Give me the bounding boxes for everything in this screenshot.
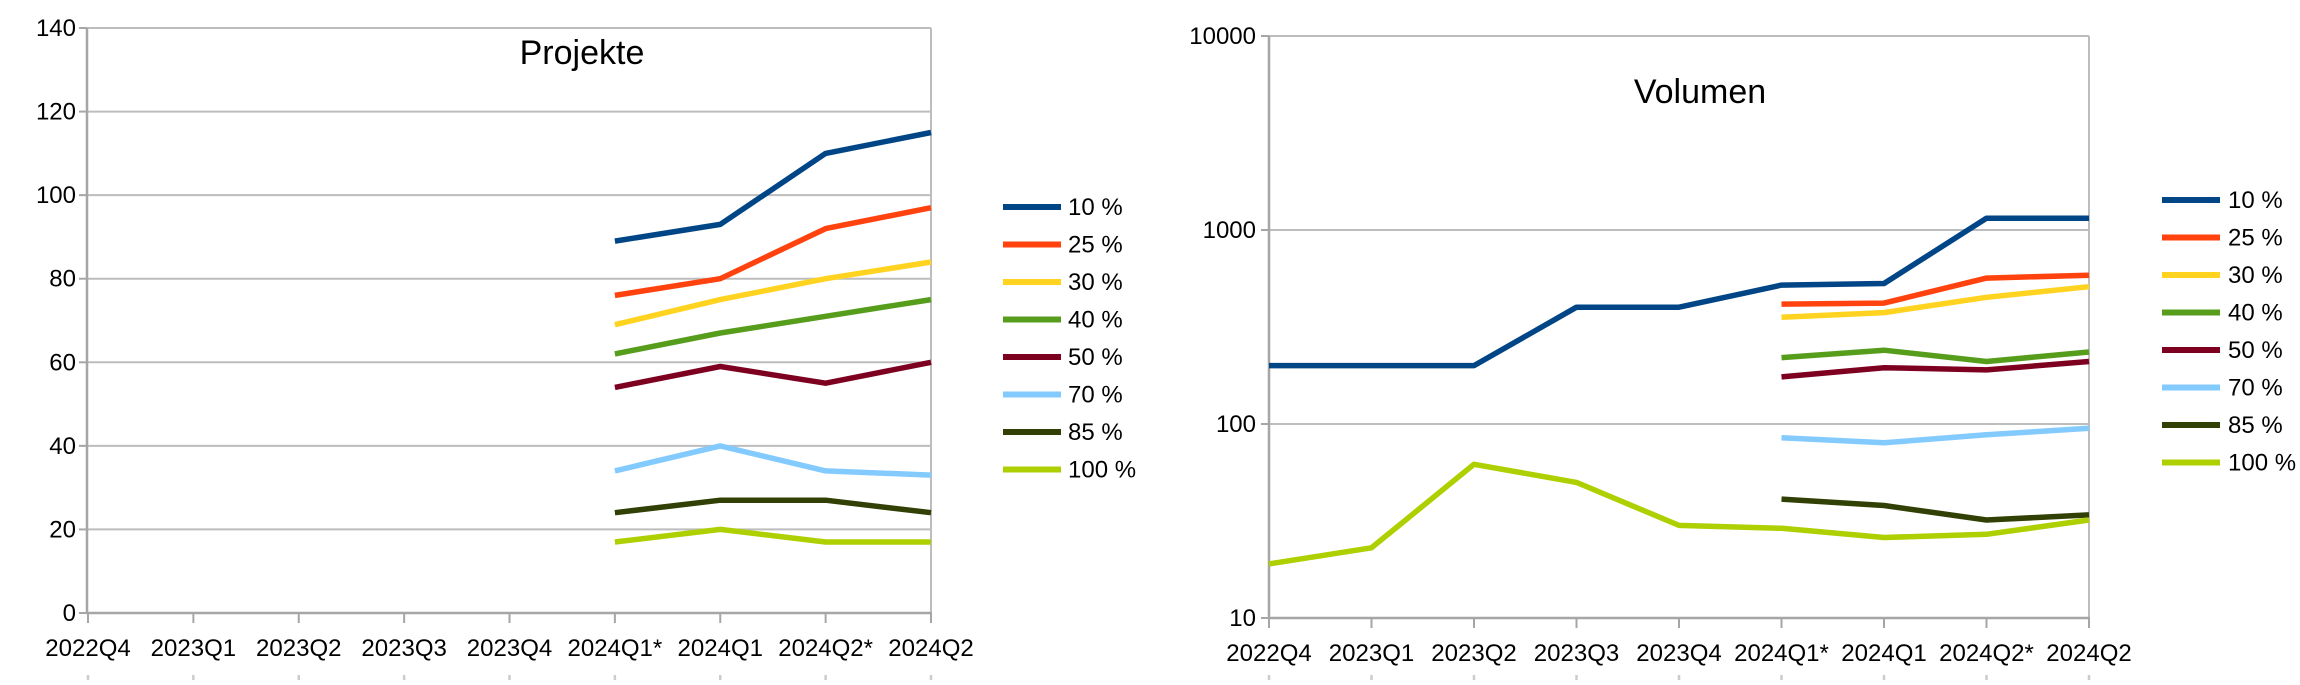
series-line-70% xyxy=(614,443,932,478)
x-tick-label: 2023Q1 xyxy=(151,635,236,662)
y-tick-label: 80 xyxy=(49,266,76,293)
series-line-40% xyxy=(1781,347,2090,365)
series-line-10% xyxy=(1269,215,2089,369)
series-line-30% xyxy=(1781,283,2090,321)
series-line-50% xyxy=(614,359,932,391)
x-tick-label: 2024Q1 xyxy=(678,635,763,662)
series-line-85% xyxy=(614,497,932,516)
y-tick-label: 0 xyxy=(63,600,76,627)
legend-label: 30 % xyxy=(2228,262,2283,289)
y-tick-label: 60 xyxy=(49,349,76,376)
x-tick-label: 2023Q1 xyxy=(1329,640,1414,667)
series-line-100% xyxy=(614,526,931,545)
legend-label: 85 % xyxy=(2228,412,2283,439)
y-tick-label: 100 xyxy=(36,182,76,209)
x-tick-label: 2024Q2 xyxy=(888,635,973,662)
series-line-50% xyxy=(1781,358,2090,380)
y-tick-label: 120 xyxy=(36,99,76,126)
y-tick-label: 1000 xyxy=(1203,217,1256,244)
legend-item: 40 % xyxy=(1003,307,1123,334)
x-tick-label: 2024Q2 xyxy=(2046,640,2131,667)
y-tick-label: 40 xyxy=(49,433,76,460)
series-line-25% xyxy=(1781,272,2090,307)
legend-item: 50 % xyxy=(1003,344,1123,371)
legend-item: 10 % xyxy=(1003,194,1123,221)
x-tick-label: 2023Q4 xyxy=(1636,640,1721,667)
y-tick-label: 10 xyxy=(1229,605,1256,632)
x-tick-label: 2024Q1* xyxy=(1734,640,1829,667)
legend-label: 40 % xyxy=(1068,307,1123,334)
x-tick-label: 2023Q3 xyxy=(361,635,446,662)
legend-label: 40 % xyxy=(2228,300,2283,327)
legend-label: 100 % xyxy=(2228,450,2296,477)
series-line-40% xyxy=(614,296,932,357)
legend-item: 70 % xyxy=(1003,382,1123,409)
legend-item: 70 % xyxy=(2162,375,2283,402)
series-line-25% xyxy=(614,205,932,299)
legend-item: 50 % xyxy=(2162,337,2283,364)
x-tick-label: 2022Q4 xyxy=(1226,640,1311,667)
x-tick-label: 2023Q2 xyxy=(1431,640,1516,667)
legend-item: 100 % xyxy=(2162,450,2296,477)
series-line-70% xyxy=(1781,425,2090,446)
legend-label: 100 % xyxy=(1068,457,1136,484)
legend-item: 30 % xyxy=(1003,269,1123,296)
legend-item: 85 % xyxy=(1003,419,1123,446)
series-line-30% xyxy=(614,259,932,328)
legend-item: 25 % xyxy=(1003,232,1123,259)
legend-label: 25 % xyxy=(1068,232,1123,259)
x-tick-label: 2024Q1* xyxy=(568,635,663,662)
x-tick-label: 2023Q3 xyxy=(1534,640,1619,667)
legend-item: 40 % xyxy=(2162,300,2283,327)
legend-label: 50 % xyxy=(1068,344,1123,371)
legend-label: 70 % xyxy=(2228,375,2283,402)
chart-title-volumen: Volumen xyxy=(1634,73,1766,111)
x-tick-label: 2023Q4 xyxy=(467,635,552,662)
legend-label: 10 % xyxy=(2228,187,2283,214)
legend-label: 25 % xyxy=(2228,225,2283,252)
legend-label: 30 % xyxy=(1068,269,1123,296)
y-tick-label: 20 xyxy=(49,516,76,543)
legend-item: 10 % xyxy=(2162,187,2283,214)
y-tick-label: 140 xyxy=(36,15,76,42)
chart-projekte: 0 20 40 60 80 100 120 140 2022Q4 2023Q1 2023Q2 2023… xyxy=(36,15,1136,680)
chart-volumen: 10 100 1000 10000 2022Q4 2023Q1 2023Q2 2023Q3 20… xyxy=(1189,23,2296,680)
legend-label: 50 % xyxy=(2228,337,2283,364)
legend-label: 10 % xyxy=(1068,194,1123,221)
legend-label: 85 % xyxy=(1068,419,1123,446)
legend-item: 25 % xyxy=(2162,225,2283,252)
x-tick-label: 2022Q4 xyxy=(45,635,130,662)
legend-item: 100 % xyxy=(1003,457,1136,484)
series-line-10% xyxy=(614,129,932,244)
x-tick-label: 2024Q2* xyxy=(778,635,873,662)
x-tick-label: 2024Q2* xyxy=(1939,640,2034,667)
series-line-85% xyxy=(1781,496,2090,523)
legend-item: 30 % xyxy=(2162,262,2283,289)
series-line-100% xyxy=(1268,461,2090,567)
y-tick-label: 10000 xyxy=(1189,23,1256,50)
legend-label: 70 % xyxy=(1068,382,1123,409)
y-tick-label: 100 xyxy=(1216,411,1256,438)
x-tick-label: 2023Q2 xyxy=(256,635,341,662)
legend-item: 85 % xyxy=(2162,412,2283,439)
x-tick-label: 2024Q1 xyxy=(1841,640,1926,667)
chart-title-projekte: Projekte xyxy=(520,34,645,72)
